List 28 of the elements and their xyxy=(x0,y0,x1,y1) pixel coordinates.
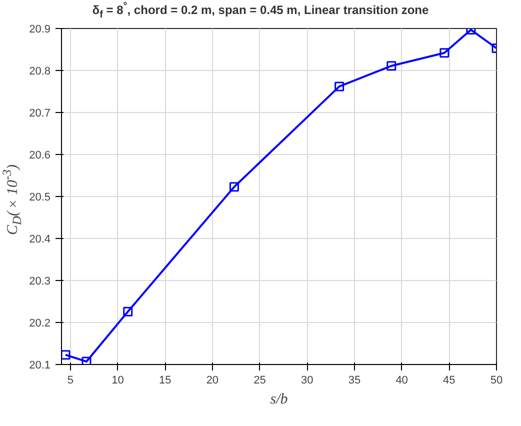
y-tick-label: 20.3 xyxy=(29,276,51,288)
x-tick-label: 15 xyxy=(158,374,172,386)
x-tick-label: 25 xyxy=(254,374,266,386)
chart-title: δ$_{f}$ = 8$^{°}$, chord = 0.2 m, span = 0.45 m, Linear transition zone xyxy=(92,0,429,22)
x-tick-label: 10 xyxy=(112,374,124,386)
point xyxy=(229,182,239,192)
x-tick-label: 30 xyxy=(301,374,314,386)
point xyxy=(334,82,344,92)
x-tick-label: 35 xyxy=(348,374,361,386)
point xyxy=(440,48,450,58)
y-tick-label: 20.2 xyxy=(29,318,51,330)
y-tick-label: 20.1 xyxy=(29,360,51,372)
y-tick-label: 20.7 xyxy=(29,108,51,120)
x-tick-label: 50 xyxy=(490,374,503,386)
x-axis-title: s/b xyxy=(270,392,288,408)
point xyxy=(123,306,133,316)
point xyxy=(386,61,396,71)
y-tick-label: 20.6 xyxy=(29,150,51,162)
y-tick-label: 20.8 xyxy=(29,66,51,78)
x-tick-label: 45 xyxy=(443,374,456,386)
point xyxy=(62,350,70,360)
y-tick-label: 20.5 xyxy=(29,192,51,204)
y-tick-label: 20.4 xyxy=(29,234,51,246)
y-tick-label: 20.9 xyxy=(29,24,51,36)
x-tick-label: 20 xyxy=(206,374,219,386)
x-tick-label: 5 xyxy=(67,374,74,386)
point xyxy=(82,356,92,364)
x-tick-label: 40 xyxy=(396,374,408,386)
